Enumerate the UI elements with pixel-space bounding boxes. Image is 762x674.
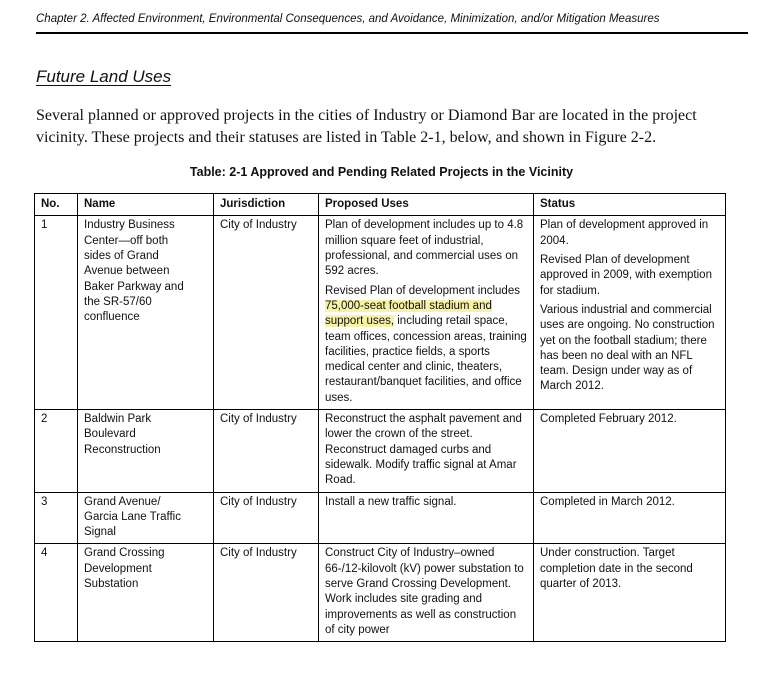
cell-no: 3 bbox=[34, 491, 78, 545]
column-header-no: No. bbox=[34, 193, 78, 217]
cell-name: Grand Avenue/ Garcia Lane Traffic Signal bbox=[77, 491, 214, 545]
column-header-jurisdiction: Jurisdiction bbox=[213, 193, 319, 217]
cell-paragraph: 3 bbox=[41, 495, 48, 508]
cell-jurisdiction: City of Industry bbox=[213, 543, 319, 643]
table-header: No. Name Jurisdiction Proposed Uses Status bbox=[34, 193, 726, 217]
column-header-status: Status bbox=[533, 193, 726, 217]
cell-paragraph: City of Industry bbox=[220, 219, 297, 232]
cell-paragraph: Plan of development approved in 2004. bbox=[540, 219, 709, 247]
cell-paragraph: 2 bbox=[41, 413, 48, 426]
cell-paragraph: 4 bbox=[41, 547, 48, 560]
table-row: 3 Grand Avenue/ Garcia Lane Traffic Signa… bbox=[34, 491, 726, 545]
cell-proposed-uses: Construct City of Industry–owned 66-/12-… bbox=[318, 543, 534, 643]
cell-no: 4 bbox=[34, 543, 78, 643]
cell-jurisdiction: City of Industry bbox=[213, 409, 319, 493]
cell-paragraph: Revised Plan of development approved in … bbox=[540, 254, 712, 297]
cell-name: Baldwin Park Boulevard Reconstruction bbox=[77, 409, 214, 493]
cell-status: Completed in March 2012. bbox=[533, 491, 726, 545]
cell-paragraph: Construct City of Industry–owned 66-/12-… bbox=[325, 547, 524, 636]
cell-proposed-uses: Plan of development includes up to 4.8 m… bbox=[318, 215, 534, 411]
cell-paragraph: Under construction. Target completion da… bbox=[540, 547, 693, 591]
intro-paragraph: Several planned or approved projects in … bbox=[36, 107, 697, 147]
cell-paragraph: Grand Crossing Development Substation bbox=[84, 547, 165, 591]
table-row: 2 Baldwin Park Boulevard Reconstruction Ci… bbox=[34, 409, 726, 493]
section-heading: Future Land Uses bbox=[36, 66, 172, 86]
cell-status: Under construction. Target completion da… bbox=[533, 543, 726, 643]
table-body: 1 Industry Business Center—off both sides… bbox=[34, 215, 726, 643]
column-header-proposed-uses: Proposed Uses bbox=[318, 193, 534, 217]
cell-no: 1 bbox=[34, 215, 78, 411]
cell-paragraph: City of Industry bbox=[220, 413, 297, 426]
cell-no: 2 bbox=[34, 409, 78, 493]
cell-paragraph: City of Industry bbox=[220, 547, 297, 560]
cell-paragraph: City of Industry bbox=[220, 495, 297, 508]
cell-proposed-uses: Reconstruct the asphalt pavement and low… bbox=[318, 409, 534, 493]
cell-paragraph: Install a new traffic signal. bbox=[325, 495, 457, 508]
chapter-header: Chapter 2. Affected Environment, Environ… bbox=[36, 13, 748, 34]
cell-paragraph: Baldwin Park Boulevard Reconstruction bbox=[84, 413, 161, 456]
cell-name: Grand Crossing Development Substation bbox=[77, 543, 214, 643]
cell-status: Completed February 2012. bbox=[533, 409, 726, 493]
cell-paragraph: Plan of development includes up to 4.8 m… bbox=[325, 219, 524, 278]
cell-paragraph: Revised Plan of development includes 75,… bbox=[325, 284, 527, 404]
cell-paragraph: Grand Avenue/ Garcia Lane Traffic Signal bbox=[84, 495, 181, 539]
projects-table: No. Name Jurisdiction Proposed Uses Status 1… bbox=[34, 193, 726, 643]
cell-name: Industry Business Center—off both sides … bbox=[77, 215, 214, 411]
cell-paragraph: Completed in March 2012. bbox=[540, 495, 675, 508]
cell-paragraph: Reconstruct the asphalt pavement and low… bbox=[325, 413, 522, 487]
cell-paragraph: Industry Business Center—off both sides … bbox=[84, 219, 184, 324]
cell-jurisdiction: City of Industry bbox=[213, 215, 319, 411]
table-title: Table: 2-1 Approved and Pending Related … bbox=[189, 165, 574, 180]
cell-status: Plan of development approved in 2004. Rev… bbox=[533, 215, 726, 411]
table-header-row: No. Name Jurisdiction Proposed Uses Status bbox=[34, 193, 726, 217]
cell-proposed-uses: Install a new traffic signal. bbox=[318, 491, 534, 545]
column-header-name: Name bbox=[77, 193, 214, 217]
cell-paragraph: 1 bbox=[41, 219, 48, 232]
cell-paragraph: Various industrial and commercial uses a… bbox=[540, 303, 715, 393]
table-row: 4 Grand Crossing Development Substation Ci… bbox=[34, 543, 726, 643]
cell-jurisdiction: City of Industry bbox=[213, 491, 319, 545]
highlight-mark: 75,000-seat football stadium and support… bbox=[325, 299, 492, 328]
cell-paragraph: Completed February 2012. bbox=[540, 413, 677, 426]
table-row: 1 Industry Business Center—off both sides… bbox=[34, 215, 726, 411]
